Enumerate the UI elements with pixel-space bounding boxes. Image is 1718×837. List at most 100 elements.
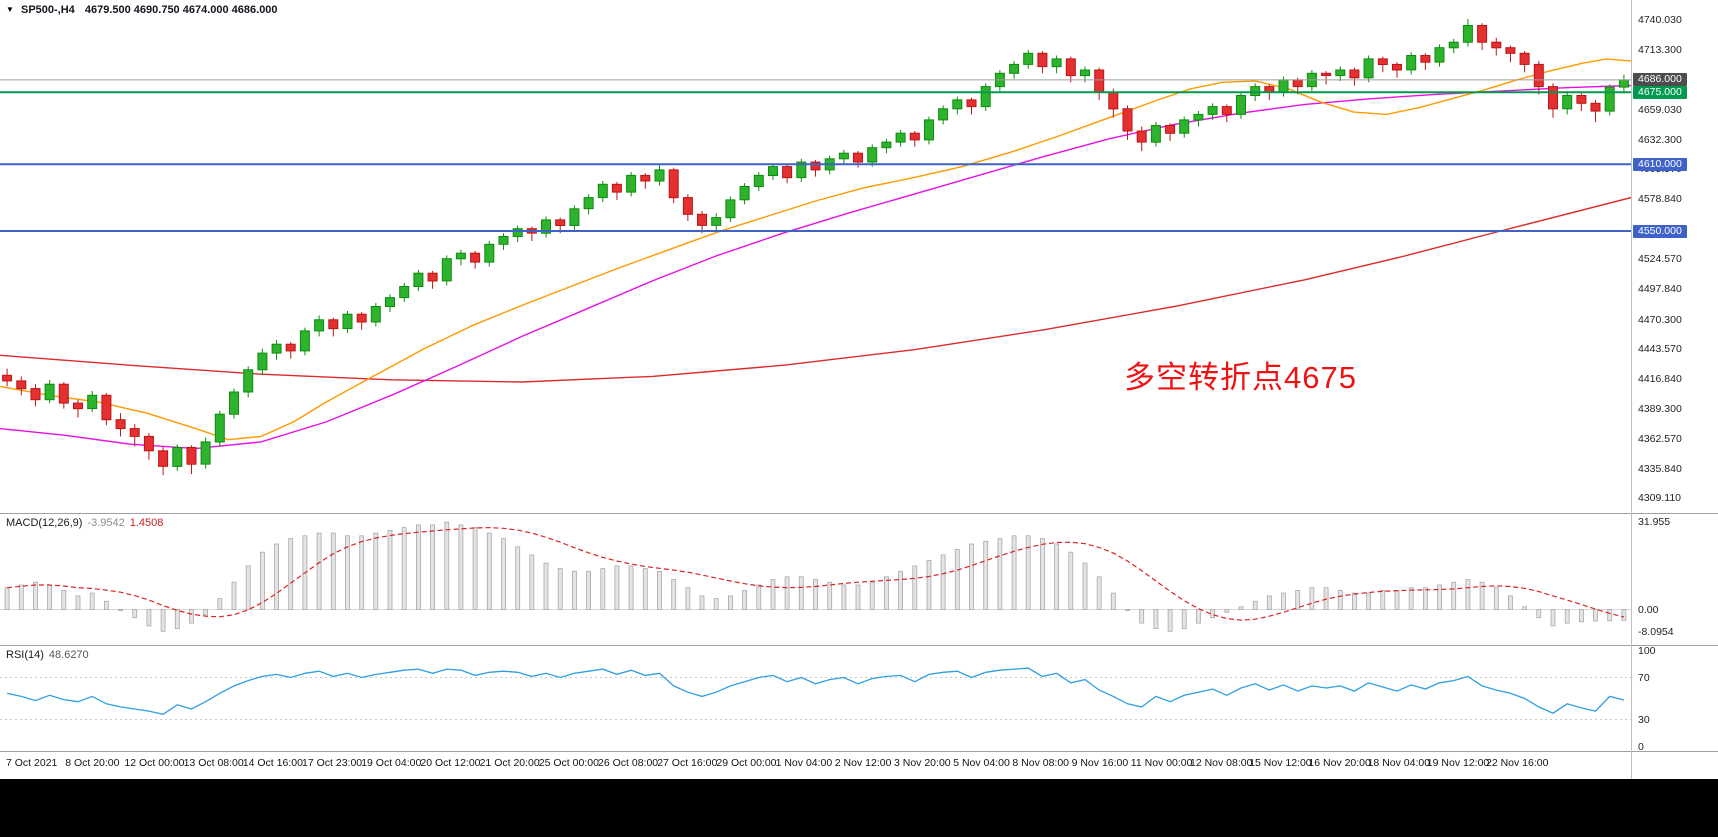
- price-axis-label: 4713.300: [1638, 43, 1682, 56]
- macd-histogram-bar: [373, 532, 379, 610]
- candle-body: [938, 108, 949, 121]
- panel-separator[interactable]: [0, 513, 1718, 514]
- macd-signal-value: 1.4508: [129, 517, 164, 529]
- candle-body: [172, 447, 183, 467]
- time-axis-label: 3 Nov 20:00: [894, 757, 951, 769]
- macd-histogram-bar: [316, 532, 322, 610]
- macd-histogram-bar: [884, 576, 889, 610]
- time-axis-label: 17 Oct 23:00: [302, 757, 363, 769]
- candle-body: [1250, 86, 1261, 96]
- macd-histogram-bar: [586, 570, 591, 610]
- candle-body: [285, 343, 296, 352]
- macd-histogram-bar: [1352, 592, 1357, 610]
- macd-histogram-bar: [104, 600, 109, 610]
- macd-histogram-bar: [75, 595, 81, 610]
- candle-body: [441, 258, 452, 282]
- macd-panel-label: MACD(12,26,9) -3.9542 1.4508: [6, 517, 163, 529]
- collapse-triangle-icon[interactable]: ▼: [6, 5, 14, 14]
- candle-body: [611, 183, 622, 193]
- candle-body: [1122, 108, 1133, 132]
- macd-histogram-bar: [855, 584, 861, 611]
- candle-body: [243, 369, 254, 393]
- candle-body: [1377, 58, 1388, 66]
- rsi-axis-label: 0: [1638, 741, 1644, 753]
- candle-body: [1292, 79, 1303, 88]
- rsi-label-text: RSI(14): [6, 649, 44, 661]
- macd-histogram-bar: [515, 546, 521, 610]
- macd-histogram-bar: [444, 521, 450, 610]
- candle-body: [2, 374, 13, 382]
- candle-body: [455, 252, 466, 260]
- macd-histogram-bar: [259, 551, 265, 610]
- candle-body: [1349, 69, 1360, 79]
- candle-body: [1136, 130, 1147, 143]
- macd-histogram-bar: [387, 529, 393, 610]
- rsi-panel-canvas[interactable]: [0, 646, 1631, 751]
- macd-histogram-bar: [1437, 584, 1442, 611]
- candle-body: [583, 197, 594, 210]
- candle-body: [838, 152, 849, 160]
- price-axis-label: 4416.840: [1638, 372, 1682, 385]
- macd-histogram-bar: [756, 584, 762, 611]
- candle-body: [555, 219, 566, 226]
- time-axis-label: 25 Oct 00:00: [538, 757, 599, 769]
- candle-body: [1548, 86, 1558, 110]
- time-axis-label: 16 Nov 20:00: [1308, 757, 1371, 769]
- price-axis-box: 4686.000: [1633, 73, 1687, 87]
- macd-histogram-bar: [728, 595, 733, 610]
- panel-separator[interactable]: [0, 751, 1718, 752]
- macd-histogram-bar: [1479, 581, 1485, 610]
- macd-histogram-bar: [983, 540, 989, 610]
- candle-body: [952, 99, 963, 110]
- candle-body: [682, 197, 693, 215]
- macd-panel-canvas[interactable]: [0, 514, 1631, 645]
- candle-body: [1165, 125, 1176, 134]
- macd-histogram-bar: [401, 527, 407, 610]
- macd-histogram-bar: [1025, 535, 1031, 610]
- macd-axis-label: 0.00: [1638, 603, 1659, 616]
- candle-body: [810, 161, 821, 171]
- time-axis-label: 21 Oct 20:00: [479, 757, 540, 769]
- panel-separator[interactable]: [0, 645, 1718, 646]
- candle-body: [229, 391, 239, 415]
- candle-body: [1023, 52, 1034, 65]
- macd-histogram-bar: [61, 590, 67, 610]
- macd-main-value: -3.9542: [87, 517, 125, 529]
- candle-body: [1037, 52, 1048, 68]
- macd-histogram-bar: [458, 524, 464, 610]
- macd-histogram-bar: [359, 535, 365, 610]
- rsi-line: [6, 667, 1625, 715]
- candle-body: [399, 286, 410, 299]
- candle-body: [73, 402, 83, 410]
- candle-body: [58, 383, 69, 404]
- macd-histogram-bar: [472, 527, 478, 610]
- candle-body: [143, 435, 154, 452]
- symbol-timeframe-label: SP500-,H4: [20, 4, 75, 16]
- candle-body: [484, 243, 495, 263]
- chart-annotation-text[interactable]: 多空转折点4675: [1124, 360, 1357, 395]
- candle-body: [753, 174, 764, 187]
- macd-histogram-bar: [1593, 609, 1598, 622]
- candle-body: [1505, 47, 1516, 54]
- candle-body: [200, 441, 211, 465]
- time-axis-label: 20 Oct 12:00: [420, 757, 481, 769]
- macd-histogram-bar: [969, 543, 974, 610]
- macd-histogram-bar: [1337, 590, 1343, 610]
- candle-body: [1533, 63, 1544, 88]
- time-axis-label: 2 Nov 12:00: [834, 757, 892, 769]
- time-axis-label: 19 Oct 04:00: [361, 757, 422, 769]
- time-axis-label: 11 Nov 00:00: [1130, 757, 1193, 769]
- candle-body: [30, 388, 41, 401]
- price-chart-canvas[interactable]: [0, 0, 1631, 513]
- price-axis-box: 4675.000: [1633, 85, 1687, 99]
- candle-body: [271, 343, 282, 354]
- candle-body: [427, 272, 438, 282]
- candle-body: [1562, 95, 1573, 110]
- macd-histogram-bar: [543, 562, 549, 610]
- macd-histogram-bar: [1366, 592, 1371, 610]
- price-axis-label: 4362.570: [1638, 433, 1682, 446]
- macd-histogram-bar: [1423, 587, 1428, 610]
- macd-histogram-bar: [18, 584, 24, 611]
- macd-histogram-bar: [118, 609, 123, 611]
- candle-body: [1448, 41, 1459, 49]
